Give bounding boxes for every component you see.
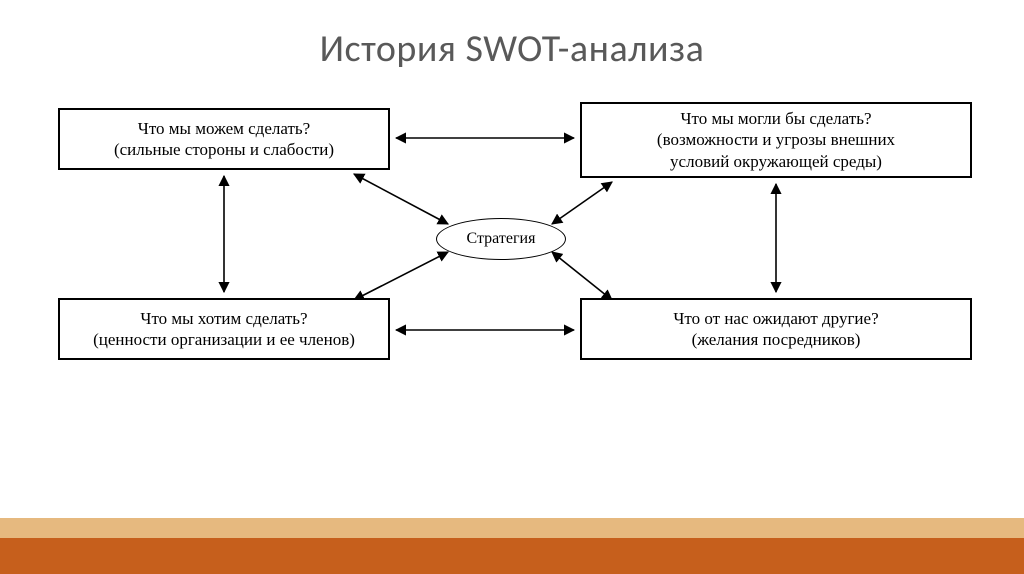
box-bottom-right: Что от нас ожидают другие? (желания поср… xyxy=(580,298,972,360)
edge-br-center xyxy=(552,252,612,300)
box-br-line1: Что от нас ожидают другие? xyxy=(673,308,878,329)
box-top-right: Что мы могли бы сделать? (возможности и … xyxy=(580,102,972,178)
box-tr-line1: Что мы могли бы сделать? xyxy=(680,108,871,129)
slide-title: История SWOT-анализа xyxy=(0,26,1024,72)
box-tl-line2: (сильные стороны и слабости) xyxy=(114,139,334,160)
box-bottom-left: Что мы хотим сделать? (ценности организа… xyxy=(58,298,390,360)
box-tl-line1: Что мы можем сделать? xyxy=(138,118,310,139)
slide: История SWOT-анализа Что мы можем сдела xyxy=(0,0,1024,574)
box-bl-line2: (ценности организации и ее членов) xyxy=(93,329,355,350)
box-top-left: Что мы можем сделать? (сильные стороны и… xyxy=(58,108,390,170)
footer-stripe-top xyxy=(0,518,1024,538)
edge-tl-center xyxy=(354,174,448,224)
center-label: Стратегия xyxy=(467,230,536,248)
edge-bl-center xyxy=(354,252,448,300)
footer-stripe-bottom xyxy=(0,538,1024,574)
box-tr-line3: условий окружающей среды) xyxy=(670,151,882,172)
box-bl-line1: Что мы хотим сделать? xyxy=(140,308,307,329)
swot-diagram: Что мы можем сделать? (сильные стороны и… xyxy=(52,102,972,412)
center-node: Стратегия xyxy=(436,218,566,260)
box-tr-line2: (возможности и угрозы внешних xyxy=(657,129,895,150)
edge-tr-center xyxy=(552,182,612,224)
box-br-line2: (желания посредников) xyxy=(692,329,861,350)
footer-bar xyxy=(0,518,1024,574)
